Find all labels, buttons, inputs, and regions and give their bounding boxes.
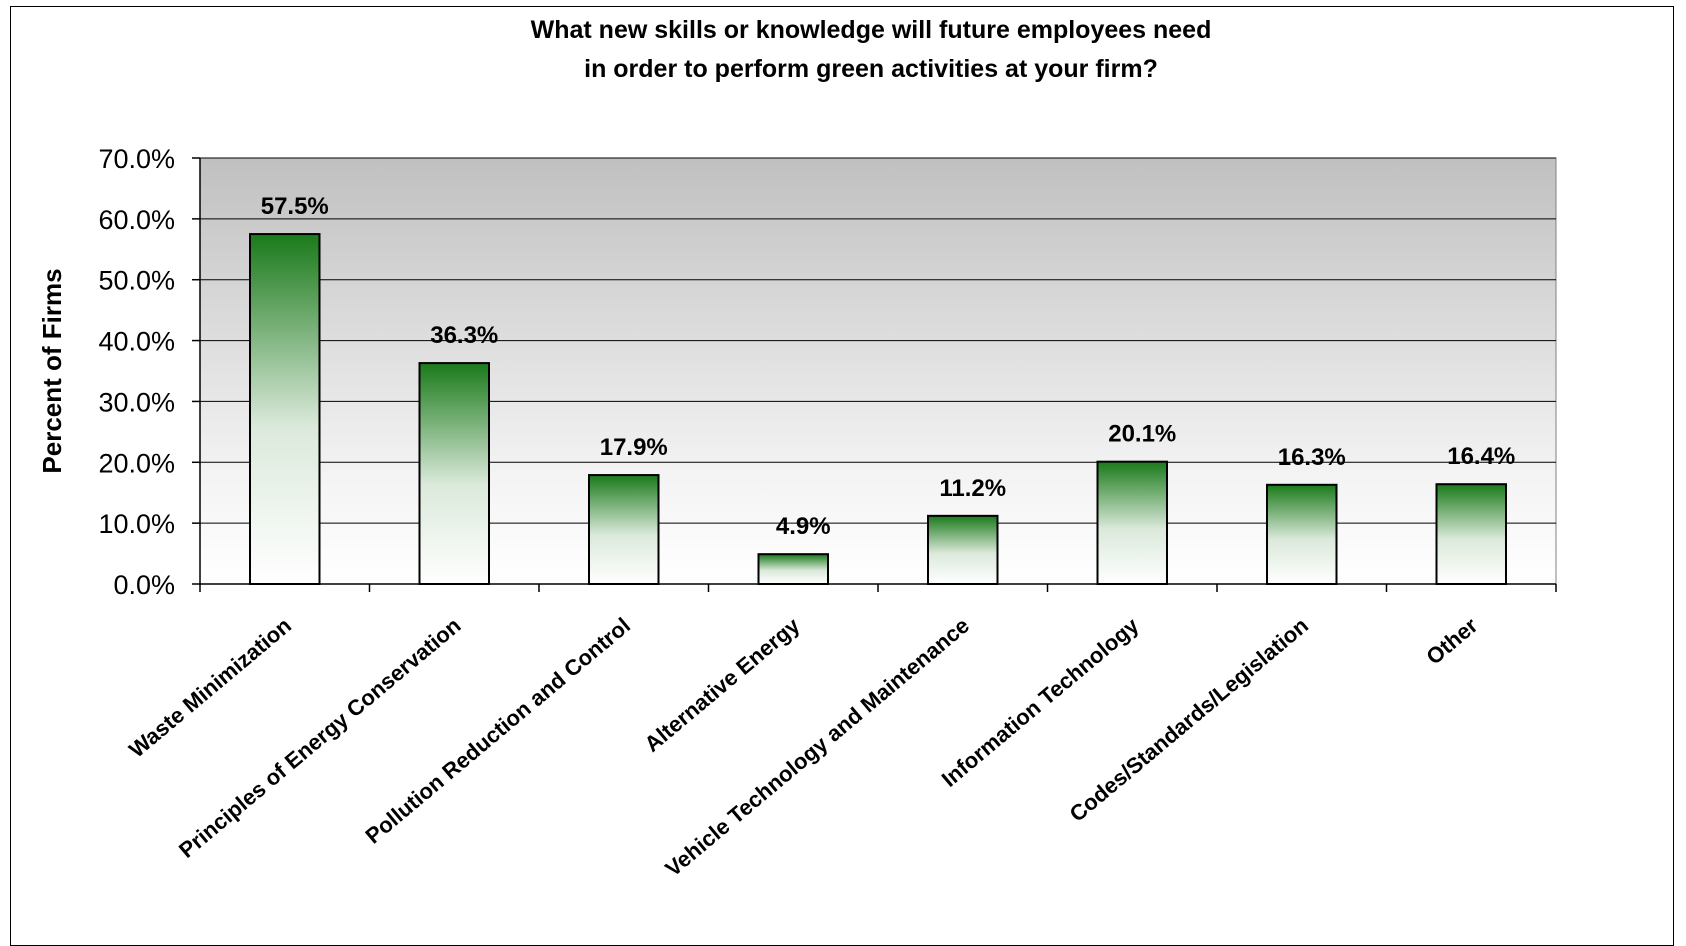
chart-title-line-1: What new skills or knowledge will future… xyxy=(531,16,1212,44)
category-label: Pollution Reduction and Control xyxy=(361,613,635,849)
bar xyxy=(757,553,829,585)
data-label: 57.5% xyxy=(261,193,329,220)
bars xyxy=(249,233,1507,586)
bar xyxy=(1266,483,1338,585)
chart-title-line-2: in order to perform green activities at … xyxy=(584,55,1158,83)
bar xyxy=(588,474,660,585)
category-label: Information Technology xyxy=(937,612,1144,792)
y-tick-label: 60.0% xyxy=(98,205,175,235)
category-label: Alternative Energy xyxy=(639,612,805,757)
category-label: Other xyxy=(1421,612,1482,669)
y-axis-ticks: 0.0% 10.0% 20.0% 30.0% 40.0% 50.0% 60.0% 70.0% xyxy=(98,144,200,600)
y-tick-label: 0.0% xyxy=(113,570,175,600)
y-tick-label: 10.0% xyxy=(98,509,175,539)
data-label: 36.3% xyxy=(430,322,498,349)
y-axis-title: Percent of Firms xyxy=(37,268,67,473)
y-tick-label: 50.0% xyxy=(98,266,175,296)
bar xyxy=(249,233,321,585)
data-label: 20.1% xyxy=(1108,421,1176,448)
y-tick-label: 40.0% xyxy=(98,327,175,357)
data-label: 11.2% xyxy=(939,475,1006,502)
bar xyxy=(1435,483,1507,585)
data-labels: 57.5% 36.3% 17.9% 4.9% 11.2% 20.1% 16.3% 16.4% xyxy=(261,193,1516,540)
y-tick-label: 20.0% xyxy=(98,448,175,478)
data-label: 4.9% xyxy=(776,513,831,540)
bar xyxy=(927,514,999,586)
data-label: 16.4% xyxy=(1447,443,1515,470)
category-label: Vehicle Technology and Maintenance xyxy=(660,613,974,882)
data-label: 17.9% xyxy=(600,434,668,461)
bar xyxy=(1096,460,1168,586)
y-tick-label: 70.0% xyxy=(98,144,175,174)
plot-area xyxy=(199,157,1557,585)
category-label: Waste Minimization xyxy=(124,613,296,763)
data-label: 16.3% xyxy=(1278,444,1346,471)
y-tick-label: 30.0% xyxy=(98,387,175,417)
bar xyxy=(418,362,490,585)
category-label: Principles of Energy Conservation xyxy=(174,613,465,863)
bar-chart: What new skills or knowledge will future… xyxy=(37,16,1557,882)
